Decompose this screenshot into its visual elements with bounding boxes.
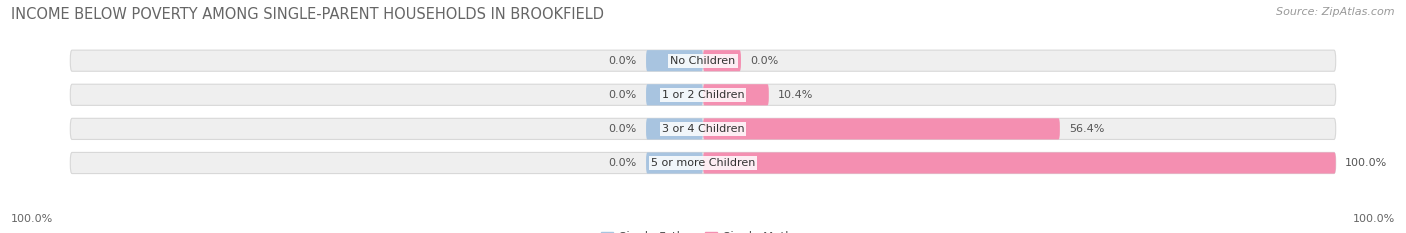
- Text: 1 or 2 Children: 1 or 2 Children: [662, 90, 744, 100]
- Text: 3 or 4 Children: 3 or 4 Children: [662, 124, 744, 134]
- Legend: Single Father, Single Mother: Single Father, Single Mother: [596, 226, 810, 233]
- Text: 0.0%: 0.0%: [609, 56, 637, 66]
- Text: 0.0%: 0.0%: [609, 124, 637, 134]
- FancyBboxPatch shape: [647, 84, 703, 105]
- Text: 0.0%: 0.0%: [609, 158, 637, 168]
- FancyBboxPatch shape: [703, 152, 1336, 174]
- FancyBboxPatch shape: [70, 118, 1336, 140]
- FancyBboxPatch shape: [647, 152, 703, 174]
- FancyBboxPatch shape: [703, 50, 741, 71]
- FancyBboxPatch shape: [70, 84, 1336, 105]
- Text: 0.0%: 0.0%: [609, 90, 637, 100]
- FancyBboxPatch shape: [703, 118, 1060, 140]
- Text: 10.4%: 10.4%: [779, 90, 814, 100]
- Text: 100.0%: 100.0%: [1346, 158, 1388, 168]
- FancyBboxPatch shape: [70, 50, 1336, 71]
- FancyBboxPatch shape: [647, 50, 703, 71]
- FancyBboxPatch shape: [703, 84, 769, 105]
- FancyBboxPatch shape: [647, 118, 703, 140]
- Text: 56.4%: 56.4%: [1070, 124, 1105, 134]
- FancyBboxPatch shape: [70, 152, 1336, 174]
- Text: No Children: No Children: [671, 56, 735, 66]
- Text: Source: ZipAtlas.com: Source: ZipAtlas.com: [1277, 7, 1395, 17]
- Text: 5 or more Children: 5 or more Children: [651, 158, 755, 168]
- Text: 100.0%: 100.0%: [1353, 214, 1395, 224]
- Text: INCOME BELOW POVERTY AMONG SINGLE-PARENT HOUSEHOLDS IN BROOKFIELD: INCOME BELOW POVERTY AMONG SINGLE-PARENT…: [11, 7, 605, 22]
- Text: 0.0%: 0.0%: [751, 56, 779, 66]
- Text: 100.0%: 100.0%: [11, 214, 53, 224]
